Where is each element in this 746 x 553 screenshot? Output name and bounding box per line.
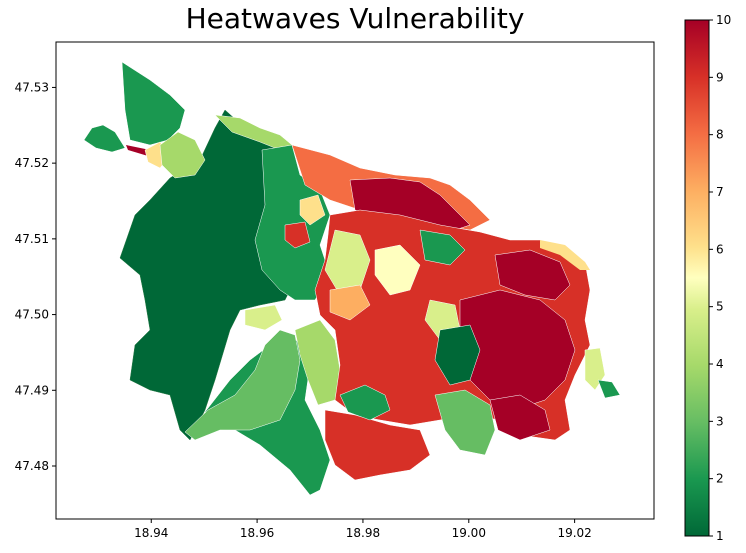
- region-nw-tongue: [121, 61, 186, 146]
- region-center-peach: [329, 284, 371, 321]
- colorbar-bar: [684, 19, 710, 537]
- colorbar-tick-label: 2: [716, 472, 724, 486]
- x-tick-label: 19.00: [452, 526, 486, 540]
- region-east-darkred-3: [489, 394, 551, 441]
- region-sw-light: [184, 329, 301, 441]
- region-west-forest: [119, 109, 301, 441]
- colorbar-ticks: 1 2 3 4 5 6 7 8 9 10: [709, 13, 731, 543]
- y-tick-label: 47.49: [15, 383, 49, 397]
- region-nw-lightgreen: [159, 131, 206, 179]
- x-tick-label: 18.94: [134, 526, 168, 540]
- map-regions: [83, 61, 621, 496]
- colorbar-tick-label: 7: [716, 185, 724, 199]
- region-south-green: [339, 384, 391, 421]
- region-east-darkred-2: [494, 249, 571, 301]
- colorbar-tick-label: 8: [716, 128, 724, 142]
- map-title: Heatwaves Vulnerability: [185, 2, 525, 35]
- region-south-red: [324, 409, 431, 481]
- region-center-darkgreen: [434, 324, 481, 386]
- y-axis-ticks: 47.53 47.52 47.51 47.50 47.49 47.48: [15, 80, 56, 473]
- map-axes-frame: [55, 41, 655, 520]
- y-tick-label: 47.50: [15, 308, 49, 322]
- y-tick-label: 47.52: [15, 156, 49, 170]
- region-east-green: [597, 379, 621, 399]
- x-axis-ticks: 18.94 18.96 18.98 19.00 19.02: [134, 519, 592, 540]
- region-nw-islet: [83, 124, 126, 153]
- y-tick-label: 47.48: [15, 459, 49, 473]
- x-tick-label: 18.98: [346, 526, 380, 540]
- y-tick-label: 47.53: [15, 80, 49, 94]
- region-west-yellow: [244, 304, 283, 331]
- region-north-yellow: [299, 194, 326, 226]
- colorbar-tick-label: 9: [716, 70, 724, 84]
- colorbar-tick-label: 4: [716, 357, 724, 371]
- y-tick-label: 47.51: [15, 232, 49, 246]
- colorbar-tick-label: 1: [716, 529, 724, 543]
- colorbar-tick-label: 10: [716, 13, 731, 27]
- x-tick-label: 18.96: [240, 526, 274, 540]
- region-center-green: [419, 229, 466, 266]
- region-center-lightyellow: [374, 244, 421, 296]
- colorbar-tick-label: 5: [716, 300, 724, 314]
- region-east-rim-yellow: [540, 240, 590, 270]
- x-tick-label: 19.02: [557, 526, 591, 540]
- region-north-red-patch: [284, 221, 311, 249]
- region-southcenter-lightgreen: [434, 389, 496, 456]
- region-nw-strip: [126, 145, 150, 156]
- colorbar-tick-label: 3: [716, 414, 724, 428]
- colorbar-tick-label: 6: [716, 242, 724, 256]
